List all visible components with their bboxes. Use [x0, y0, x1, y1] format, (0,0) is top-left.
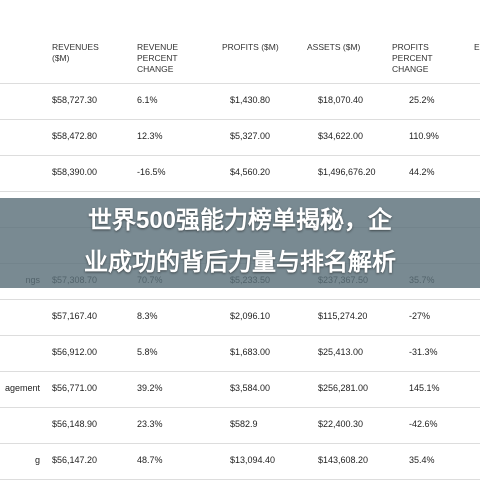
divider	[0, 119, 480, 120]
cell: 5.8%	[137, 347, 158, 357]
divider	[0, 335, 480, 336]
divider	[0, 299, 480, 300]
cell: -42.6%	[409, 419, 438, 429]
cell: $56,147.20	[52, 455, 98, 465]
banner-line: 业成功的背后力量与排名解析	[84, 249, 396, 276]
divider	[0, 407, 480, 408]
cell: $582.9	[230, 419, 258, 429]
cell: 35.4%	[409, 455, 435, 465]
divider	[0, 443, 480, 444]
cell: 44.2%	[409, 167, 435, 177]
cell: $143,608.20	[318, 455, 369, 465]
cell: -27%	[409, 311, 431, 321]
row-name: g	[34, 455, 40, 465]
cell: $58,727.30	[52, 95, 98, 105]
cell: $1,683.00	[230, 347, 271, 357]
cell: $56,148.90	[52, 419, 98, 429]
cell: -16.5%	[137, 167, 166, 177]
cell: 12.3%	[137, 131, 163, 141]
cell: $1,496,676.20	[318, 167, 376, 177]
banner: 世界500强能力榜单揭秘，企 业成功的背后力量与排名解析	[0, 198, 480, 288]
cell: 39.2%	[137, 383, 163, 393]
cell: 25.2%	[409, 95, 435, 105]
divider	[0, 191, 480, 192]
cell: $2,096.10	[230, 311, 271, 321]
column-header: PROFITS PERCENT CHANGE	[392, 42, 433, 74]
cell: 145.1%	[409, 383, 440, 393]
cell: $4,560.20	[230, 167, 271, 177]
cell: 48.7%	[137, 455, 163, 465]
column-header: E	[474, 42, 480, 52]
column-header: PROFITS ($M)	[222, 42, 279, 52]
cell: 6.1%	[137, 95, 158, 105]
cell: $3,584.00	[230, 383, 271, 393]
cell: 8.3%	[137, 311, 158, 321]
cell: $18,070.40	[318, 95, 364, 105]
cell: $58,472.80	[52, 131, 98, 141]
cell: $22,400.30	[318, 419, 364, 429]
cell: $57,167.40	[52, 311, 98, 321]
cell: $58,390.00	[52, 167, 98, 177]
cell: $256,281.00	[318, 383, 369, 393]
cell: -31.3%	[409, 347, 438, 357]
divider	[0, 371, 480, 372]
cell: $34,622.00	[318, 131, 364, 141]
cell: $5,327.00	[230, 131, 271, 141]
row-name: agement	[4, 383, 40, 393]
cell: $56,771.00	[52, 383, 98, 393]
cell: $13,094.40	[230, 455, 276, 465]
cell: $56,912.00	[52, 347, 98, 357]
column-header: REVENUE PERCENT CHANGE	[137, 42, 179, 74]
cell: $25,413.00	[318, 347, 364, 357]
banner-line: 世界500强能力榜单揭秘，企	[87, 207, 393, 234]
cell: 23.3%	[137, 419, 163, 429]
cell: $1,430.80	[230, 95, 271, 105]
column-header: REVENUES ($M)	[52, 42, 99, 63]
column-header: ASSETS ($M)	[307, 42, 361, 52]
cell: $115,274.20	[318, 311, 368, 321]
cell: 110.9%	[409, 131, 439, 141]
divider	[0, 83, 480, 84]
divider	[0, 155, 480, 156]
